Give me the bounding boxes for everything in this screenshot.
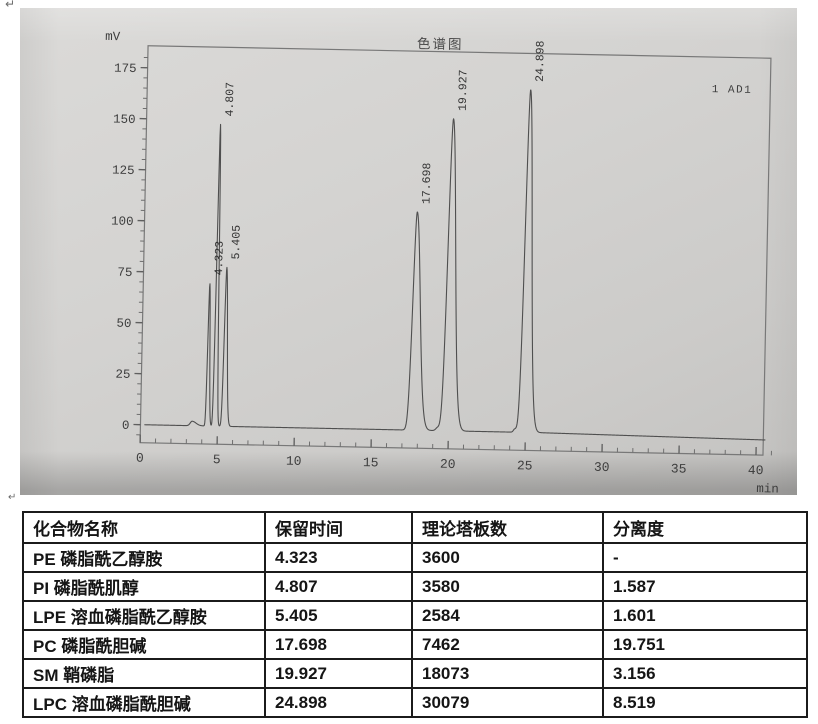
table-cell: 24.898 <box>264 687 413 718</box>
y-axis-tick-label: 0 <box>122 419 130 433</box>
table-cell: 2584 <box>411 600 604 631</box>
table-row: LPE 溶血磷脂酰乙醇胺 5.405 2584 1.601 <box>22 600 808 631</box>
table-row: PI 磷脂酰肌醇 4.807 3580 1.587 <box>22 571 808 602</box>
y-axis-tick-label: 175 <box>114 62 137 76</box>
table-row: PE 磷脂酰乙醇胺 4.323 3600- <box>22 542 808 573</box>
table-cell: 7462 <box>411 629 604 660</box>
y-axis-tick-label: 125 <box>112 164 135 178</box>
table-cell: 19.751 <box>602 629 808 660</box>
y-axis-unit-label: mV <box>105 30 121 44</box>
header-cell-resolution: 分离度 <box>602 511 808 544</box>
table-cell: PI 磷脂酰肌醇 <box>22 571 266 602</box>
table-cell: 5.405 <box>264 600 413 631</box>
table-cell: 30079 <box>411 687 604 718</box>
table-row: PC 磷脂酰胆碱 17.698 7462 19.751 <box>22 629 808 660</box>
table-cell: 3600 <box>411 542 604 573</box>
chromatogram-photo: 色谱图 mV min 1 AD1 0 25 50 75 100 125 150 175 0 5 10… <box>20 8 797 495</box>
table-cell: PE 磷脂酰乙醇胺 <box>22 542 266 573</box>
table-cell: LPC 溶血磷脂酰胆碱 <box>22 687 266 718</box>
table-cell: 1.587 <box>602 571 808 602</box>
chromatogram-trace <box>144 89 766 441</box>
peak-retention-label: 4.323 <box>213 241 227 276</box>
x-axis-tick-label: 20 <box>440 457 456 472</box>
chart-title: 色谱图 <box>417 35 464 52</box>
x-axis-tick-label: 35 <box>671 461 687 476</box>
y-axis-tick-label: 75 <box>117 266 132 280</box>
plot-frame <box>139 45 772 456</box>
table-header-row: 化合物名称 保留时间 理论塔板数 分离度 <box>22 511 808 544</box>
table-cell: 18073 <box>411 658 604 689</box>
table-cell: - <box>602 542 808 573</box>
table-cell: PC 磷脂酰胆碱 <box>22 629 266 660</box>
paragraph-return-icon: ↵ <box>8 492 17 503</box>
x-axis-tick-label: 30 <box>594 460 610 475</box>
detector-channel-label: 1 AD1 <box>712 84 753 97</box>
table-cell: 4.323 <box>264 542 413 573</box>
chromatogram-chart: 色谱图 mV min 1 AD1 0 25 50 75 100 125 150 175 0 5 10… <box>105 30 779 495</box>
y-axis-tick-label: 100 <box>111 215 134 229</box>
y-axis-tick-label: 150 <box>113 113 136 127</box>
table-cell: 4.807 <box>264 571 413 602</box>
x-axis-tick-label: 0 <box>136 451 144 466</box>
table-cell: LPE 溶血磷脂酰乙醇胺 <box>22 600 266 631</box>
peak-retention-label: 4.807 <box>224 82 238 117</box>
header-cell-compound: 化合物名称 <box>22 511 266 544</box>
table-cell: 19.927 <box>264 658 413 689</box>
x-axis-unit-label: min <box>756 482 779 495</box>
x-axis-tick-label: 10 <box>286 454 302 469</box>
table-cell: 8.519 <box>602 687 808 718</box>
x-axis-tick-label: 40 <box>748 463 764 478</box>
x-axis-tick-label: 25 <box>517 458 533 473</box>
x-axis-tick-label: 5 <box>213 452 221 467</box>
header-cell-retention: 保留时间 <box>264 511 413 544</box>
peak-retention-label: 17.698 <box>420 162 434 204</box>
compound-results-table: 化合物名称 保留时间 理论塔板数 分离度 PE 磷脂酰乙醇胺 4.323 3600-… <box>22 511 808 718</box>
table-cell: SM 鞘磷脂 <box>22 658 266 689</box>
peak-retention-label: 5.405 <box>230 225 244 260</box>
x-axis-tick-label: 15 <box>363 455 379 470</box>
y-axis-tick-label: 50 <box>116 317 131 331</box>
header-cell-plates: 理论塔板数 <box>411 511 604 544</box>
table-cell: 3.156 <box>602 658 808 689</box>
y-axis-tick-label: 25 <box>115 368 130 382</box>
peak-retention-label: 24.898 <box>534 40 548 82</box>
table-cell: 1.601 <box>602 600 808 631</box>
table-row: SM 鞘磷脂 19.927 18073 3.156 <box>22 658 808 689</box>
table-row: LPC 溶血磷脂酰胆碱 24.898 30079 8.519 <box>22 687 808 718</box>
table-cell: 3580 <box>411 571 604 602</box>
peak-retention-label: 19.927 <box>457 69 471 111</box>
paragraph-return-icon: ↵ <box>5 0 16 11</box>
table-cell: 17.698 <box>264 629 413 660</box>
